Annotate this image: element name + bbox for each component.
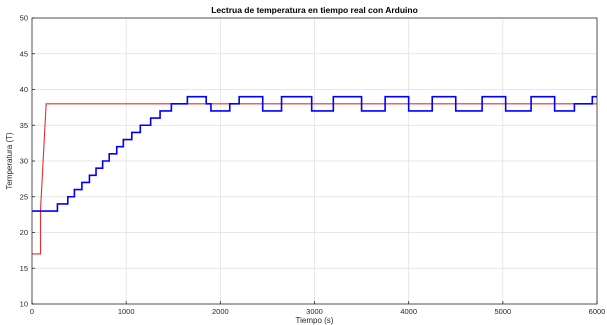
x-tick-label: 5000 bbox=[494, 307, 511, 316]
y-tick-label: 10 bbox=[20, 300, 28, 309]
y-tick-label: 35 bbox=[20, 121, 28, 130]
chart-title: Lectrua de temperatura en tiempo real co… bbox=[211, 5, 418, 15]
y-axis-ticks: 10 15 20 25 30 35 40 45 50 bbox=[20, 14, 35, 309]
y-tick-label: 15 bbox=[20, 264, 28, 273]
x-tick-label: 3000 bbox=[306, 307, 323, 316]
x-axis-label: Tiempo (s) bbox=[296, 316, 334, 325]
x-tick-label: 0 bbox=[30, 307, 34, 316]
y-tick-label: 30 bbox=[20, 157, 28, 166]
x-tick-label: 2000 bbox=[212, 307, 229, 316]
y-tick-label: 40 bbox=[20, 85, 28, 94]
y-tick-label: 45 bbox=[20, 49, 28, 58]
x-tick-label: 6000 bbox=[589, 307, 606, 316]
y-tick-label: 50 bbox=[20, 14, 28, 23]
y-tick-label: 20 bbox=[20, 228, 28, 237]
measured-series-line bbox=[32, 95, 597, 212]
y-tick-label: 25 bbox=[20, 192, 28, 201]
x-axis-ticks: 0 1000 2000 3000 4000 5000 6000 bbox=[30, 301, 605, 316]
grid bbox=[32, 18, 597, 304]
x-tick-label: 1000 bbox=[118, 307, 135, 316]
series-layer bbox=[32, 95, 597, 255]
y-axis-label: Temperatura (T) bbox=[5, 132, 14, 190]
x-tick-label: 4000 bbox=[400, 307, 417, 316]
